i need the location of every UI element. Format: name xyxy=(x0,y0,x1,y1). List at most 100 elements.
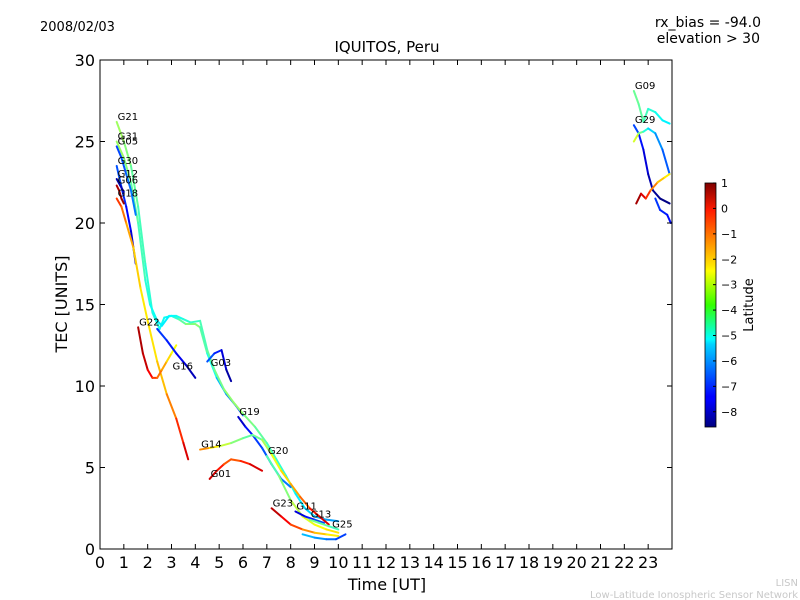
series-segment xyxy=(251,433,264,449)
series-segment xyxy=(175,417,185,445)
series-segment xyxy=(654,111,664,122)
series-segment xyxy=(156,327,168,342)
series-label: G16 xyxy=(173,361,193,372)
series-segment xyxy=(265,455,280,477)
colorbar-gradient xyxy=(704,182,717,428)
series-segment xyxy=(213,349,223,355)
series-track-20 xyxy=(632,127,671,176)
series-segment xyxy=(301,515,316,526)
series-segment xyxy=(661,148,671,176)
series-G18 xyxy=(115,197,190,461)
series-segment xyxy=(659,197,671,205)
series-segment xyxy=(647,127,657,135)
series-segment xyxy=(156,319,163,327)
series-segment xyxy=(139,287,149,322)
colorbar-tick-label: −8 xyxy=(721,406,737,419)
series-segment xyxy=(242,433,254,440)
y-tick-label: 0 xyxy=(85,540,95,559)
series-G29 xyxy=(632,124,671,205)
series-segment xyxy=(218,442,233,448)
series-segment xyxy=(115,145,123,159)
series-segment xyxy=(232,401,244,415)
series-segment xyxy=(115,120,125,143)
series-label: G06 xyxy=(118,176,138,187)
x-tick-label: 4 xyxy=(190,553,200,572)
x-tick-label: 18 xyxy=(519,553,539,572)
elevation-label: elevation > 30 xyxy=(657,31,760,47)
series-segment xyxy=(642,148,650,176)
y-tick-label: 25 xyxy=(75,133,95,152)
series-segment xyxy=(649,181,659,192)
series-segment xyxy=(137,326,144,355)
series-segment xyxy=(230,458,242,462)
series-label: G11 xyxy=(296,502,316,513)
series-G12 xyxy=(115,177,125,194)
series-G01 xyxy=(208,458,264,480)
series-segment xyxy=(182,318,192,324)
series-G05 xyxy=(115,145,137,216)
series-segment xyxy=(640,192,647,200)
colorbar-tick-label: −5 xyxy=(721,330,737,343)
series-segment xyxy=(661,119,671,125)
series-segment xyxy=(122,140,132,167)
series-segment xyxy=(325,533,340,537)
series-segment xyxy=(120,197,125,205)
x-tick-label: 2 xyxy=(143,553,153,572)
x-tick-label: 16 xyxy=(471,553,491,572)
colorbar-tick-label: 1 xyxy=(721,177,728,190)
series-segment xyxy=(303,507,316,518)
series-segment xyxy=(301,528,316,534)
series-segment xyxy=(151,311,161,330)
y-axis-ticks: 0 5 10 15 20 25 30 xyxy=(75,51,672,559)
series-segment xyxy=(122,156,132,184)
series-segment xyxy=(125,205,132,233)
series-label: G13 xyxy=(311,510,331,521)
series-segment xyxy=(132,246,142,290)
series-segment xyxy=(129,164,140,208)
series-segment xyxy=(318,521,330,528)
series-track-22 xyxy=(654,197,672,224)
series-segment xyxy=(208,469,218,480)
x-tick-label: 17 xyxy=(495,553,515,572)
series-segment xyxy=(184,363,197,379)
series-segment xyxy=(289,523,304,531)
series-label: G25 xyxy=(332,519,352,530)
series-label: G12 xyxy=(118,169,138,180)
series-segment xyxy=(249,463,264,472)
series-label: G30 xyxy=(118,156,138,167)
y-axis-label: TEC [UNITS] xyxy=(52,256,71,354)
y-tick-label: 20 xyxy=(75,214,95,233)
series-segment xyxy=(325,528,340,534)
plot-frame xyxy=(99,59,673,550)
series-segment xyxy=(230,437,244,445)
series-segment xyxy=(177,318,187,326)
series-segment xyxy=(137,205,147,265)
series-label: G22 xyxy=(139,317,159,328)
series-segment xyxy=(115,197,123,208)
x-tick-label: 22 xyxy=(614,553,634,572)
series-segment xyxy=(119,184,125,194)
series-segment xyxy=(656,176,666,184)
x-axis-ticks: 0 1 2 3 4 5 6 7 8 9 10 11 12 13 14 15 16 17 18 19 20 21 22 23 xyxy=(95,60,658,572)
series-segment xyxy=(244,425,254,436)
series-segment xyxy=(637,132,645,151)
series-segment xyxy=(175,314,185,321)
series-segment xyxy=(156,368,163,379)
series-segment xyxy=(275,458,287,477)
series-segment xyxy=(129,189,137,216)
series-segment xyxy=(206,349,216,371)
x-tick-label: 20 xyxy=(566,553,586,572)
series-segment xyxy=(146,368,154,379)
series-segment xyxy=(659,208,669,216)
series-segment xyxy=(118,189,123,200)
series-segment xyxy=(308,518,321,524)
series-G09 xyxy=(632,89,671,125)
series-segment xyxy=(270,453,283,472)
x-tick-label: 10 xyxy=(328,553,348,572)
series-segment xyxy=(213,368,225,391)
series-label: G21 xyxy=(118,112,138,123)
series-segment xyxy=(289,482,302,498)
series-segment xyxy=(280,469,292,485)
series-label: G09 xyxy=(635,81,655,92)
series-segment xyxy=(666,213,672,224)
